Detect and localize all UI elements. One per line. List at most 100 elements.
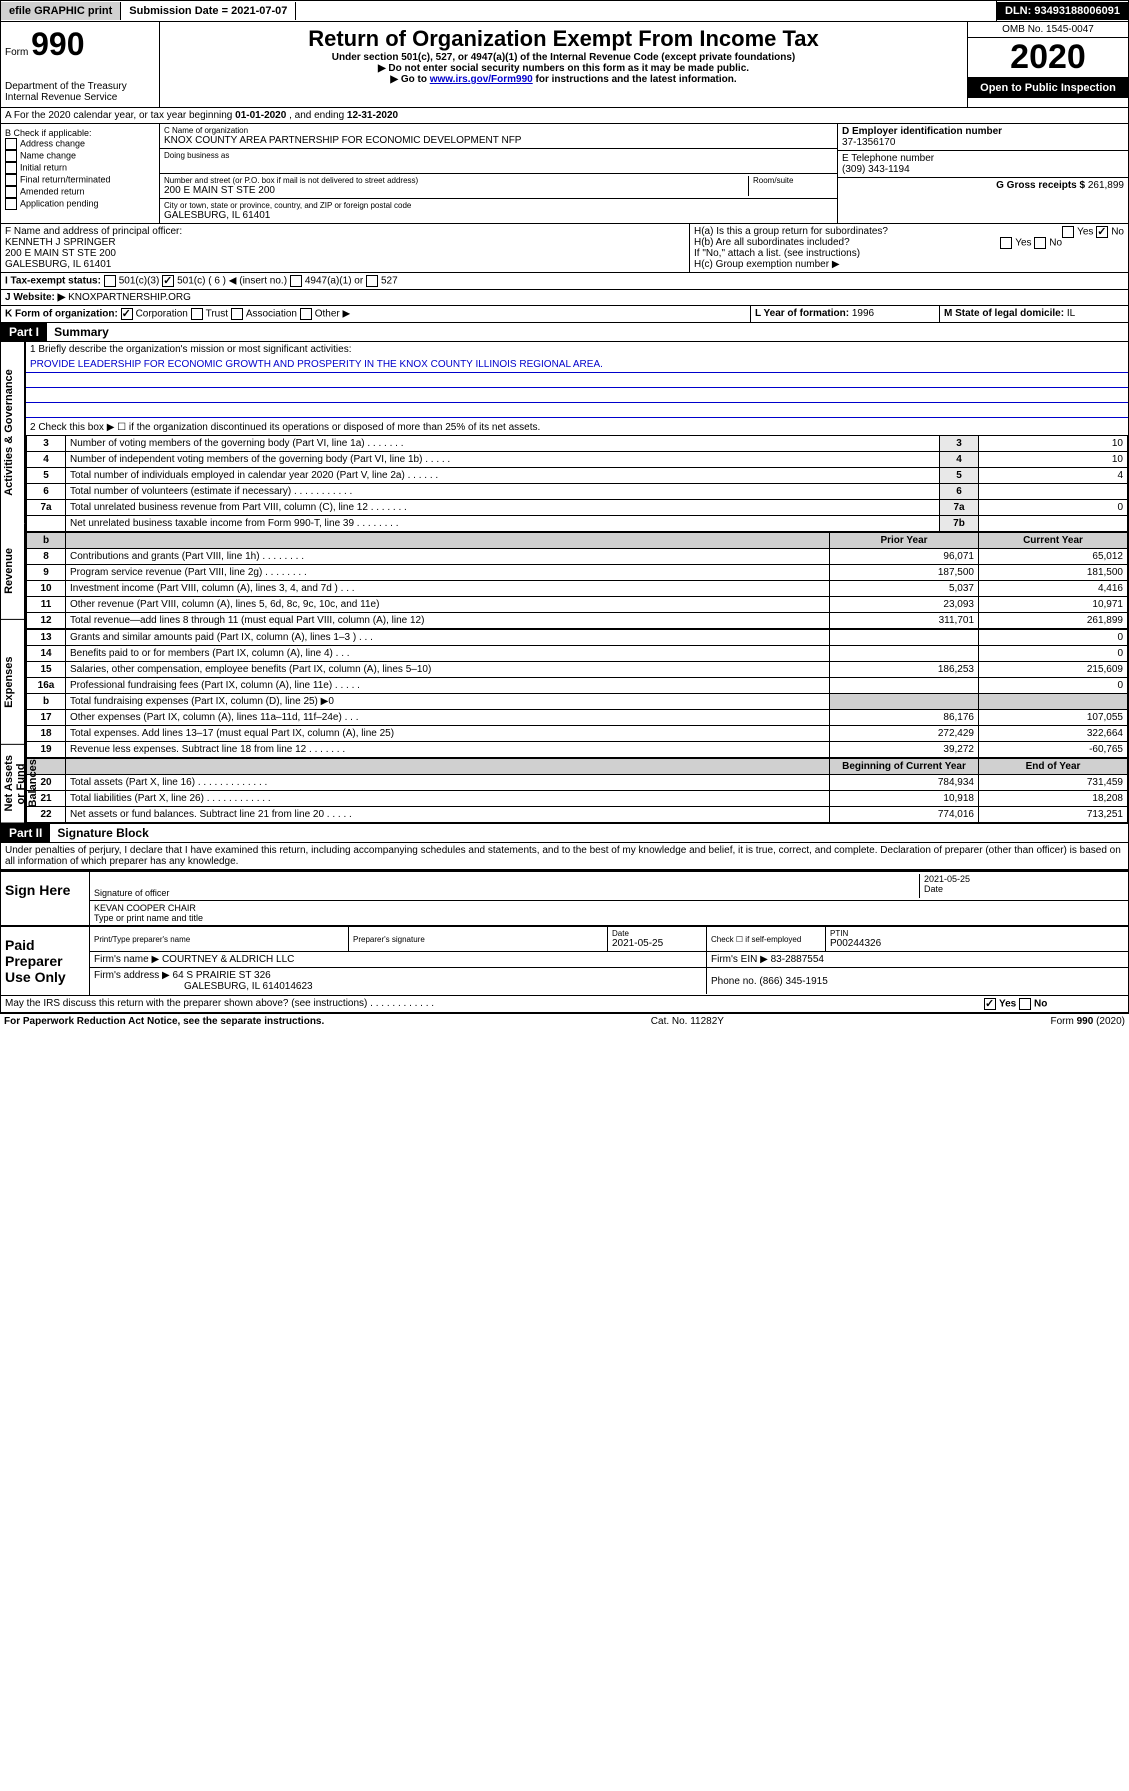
page-footer: For Paperwork Reduction Act Notice, see …: [0, 1013, 1129, 1029]
prep-h4: Check ☐ if self-employed: [711, 935, 821, 944]
officer-name: KENNETH J SPRINGER: [5, 237, 685, 248]
b-item-3: Final return/terminated: [20, 174, 111, 184]
footer-form-num: 990: [1077, 1016, 1094, 1027]
side-labels: Activities & Governance Revenue Expenses…: [1, 342, 25, 823]
i-o3: 4947(a)(1) or: [305, 276, 363, 287]
gross-receipts-label: G Gross receipts $: [996, 180, 1085, 191]
header-right: OMB No. 1545-0047 2020 Open to Public In…: [967, 22, 1128, 107]
c-name-label: C Name of organization: [164, 126, 833, 135]
mission-blank-2: [26, 388, 1128, 403]
cb-amended-return[interactable]: [5, 186, 17, 198]
cb-527[interactable]: [366, 275, 378, 287]
city-label: City or town, state or province, country…: [164, 201, 833, 210]
cb-association[interactable]: [231, 308, 243, 320]
k-o2: Trust: [206, 309, 228, 320]
cb-initial-return[interactable]: [5, 162, 17, 174]
org-city: GALESBURG, IL 61401: [164, 210, 833, 221]
expense-table: 13Grants and similar amounts paid (Part …: [26, 629, 1128, 758]
subtitle-1: Under section 501(c), 527, or 4947(a)(1)…: [164, 52, 963, 63]
cb-application-pending[interactable]: [5, 198, 17, 210]
cb-trust[interactable]: [191, 308, 203, 320]
phone-label: E Telephone number: [842, 153, 1124, 164]
hb-label: H(b) Are all subordinates included?: [694, 237, 850, 248]
mission-blank-3: [26, 403, 1128, 418]
row-i: I Tax-exempt status: 501(c)(3) 501(c) ( …: [0, 273, 1129, 290]
cb-final-return[interactable]: [5, 174, 17, 186]
cb-name-change[interactable]: [5, 150, 17, 162]
preparer-table: Print/Type preparer's name Preparer's si…: [90, 927, 1128, 994]
prep-h3: Date: [612, 929, 702, 938]
cb-hb-yes[interactable]: [1000, 237, 1012, 249]
form-header: Form 990 Department of the Treasury Inte…: [0, 22, 1129, 108]
box-c: C Name of organization KNOX COUNTY AREA …: [160, 124, 837, 223]
ein-label: D Employer identification number: [842, 126, 1124, 137]
state-domicile: IL: [1067, 308, 1075, 319]
firm-phone: (866) 345-1915: [759, 976, 827, 987]
cb-4947[interactable]: [290, 275, 302, 287]
firm-name: COURTNEY & ALDRICH LLC: [162, 954, 294, 965]
part2-header-row: Part II Signature Block: [0, 824, 1129, 843]
cb-other[interactable]: [300, 308, 312, 320]
info-grid: B Check if applicable: Address change Na…: [0, 124, 1129, 224]
q2-label: 2 Check this box ▶ ☐ if the organization…: [26, 418, 1128, 435]
sign-date: 2021-05-25: [924, 874, 1124, 884]
section-a-pre: A For the 2020 calendar year, or tax yea…: [5, 110, 235, 121]
netassets-table: Beginning of Current YearEnd of Year20To…: [26, 758, 1128, 823]
b-item-0: Address change: [20, 138, 85, 148]
gross-receipts-value: 261,899: [1088, 180, 1124, 191]
ha-label: H(a) Is this a group return for subordin…: [694, 226, 888, 237]
i-o4: 527: [381, 276, 398, 287]
org-name: KNOX COUNTY AREA PARTNERSHIP FOR ECONOMI…: [164, 135, 833, 146]
open-public-badge: Open to Public Inspection: [968, 78, 1128, 98]
discuss-no: No: [1034, 999, 1047, 1010]
phone-value: (309) 343-1194: [842, 164, 1124, 175]
prep-h2: Preparer's signature: [353, 935, 603, 944]
tax-year: 2020: [968, 38, 1128, 78]
side-revenue: Revenue: [1, 524, 25, 620]
efile-button[interactable]: efile GRAPHIC print: [1, 2, 121, 20]
subtitle3-post: for instructions and the latest informat…: [536, 74, 737, 85]
paid-preparer-label: Paid Preparer Use Only: [1, 927, 90, 995]
cb-501c[interactable]: [162, 275, 174, 287]
i-o2: 501(c) ( 6 ) ◀ (insert no.): [177, 276, 287, 287]
k-label: K Form of organization:: [5, 309, 118, 320]
section-a: A For the 2020 calendar year, or tax yea…: [0, 108, 1129, 124]
b-item-4: Amended return: [20, 186, 85, 196]
cb-ha-no[interactable]: [1096, 226, 1108, 238]
part2-title: Signature Block: [53, 824, 152, 842]
mission-text: PROVIDE LEADERSHIP FOR ECONOMIC GROWTH A…: [26, 357, 1128, 373]
part1-body: Activities & Governance Revenue Expenses…: [0, 342, 1129, 824]
part1-badge: Part I: [1, 323, 47, 341]
hc-label: H(c) Group exemption number ▶: [694, 259, 1124, 270]
declaration-text: Under penalties of perjury, I declare th…: [0, 843, 1129, 870]
name-title-label: Type or print name and title: [94, 913, 1124, 923]
year-formation: 1996: [852, 308, 874, 319]
firm-addr2: GALESBURG, IL 614014623: [94, 981, 702, 992]
cb-address-change[interactable]: [5, 138, 17, 150]
hb-yes: Yes: [1015, 238, 1031, 249]
firm-addr-label: Firm's address ▶: [94, 970, 170, 981]
cb-ha-yes[interactable]: [1062, 226, 1074, 238]
cb-hb-no[interactable]: [1034, 237, 1046, 249]
cb-corporation[interactable]: [121, 308, 133, 320]
firm-ein: 83-2887554: [771, 954, 824, 965]
instructions-link[interactable]: www.irs.gov/Form990: [430, 74, 533, 85]
firm-phone-label: Phone no.: [711, 976, 757, 987]
officer-addr1: 200 E MAIN ST STE 200: [5, 248, 685, 259]
side-net-assets: Net Assets or Fund Balances: [1, 745, 25, 824]
cb-discuss-yes[interactable]: [984, 998, 996, 1010]
k-o4: Other ▶: [315, 309, 350, 320]
prep-h1: Print/Type preparer's name: [94, 935, 344, 944]
header-mid: Return of Organization Exempt From Incom…: [160, 22, 967, 107]
cb-discuss-no[interactable]: [1019, 998, 1031, 1010]
cb-501c3[interactable]: [104, 275, 116, 287]
j-label: J Website: ▶: [5, 292, 65, 303]
subtitle-3: ▶ Go to www.irs.gov/Form990 for instruct…: [164, 74, 963, 85]
b-item-1: Name change: [20, 150, 76, 160]
section-a-mid: , and ending: [289, 110, 347, 121]
dln-value: 93493188006091: [1034, 5, 1120, 17]
row-f-h: F Name and address of principal officer:…: [0, 224, 1129, 273]
row-klm: K Form of organization: Corporation Trus…: [0, 306, 1129, 323]
form-number: 990: [31, 26, 84, 62]
m-label: M State of legal domicile:: [944, 308, 1064, 319]
